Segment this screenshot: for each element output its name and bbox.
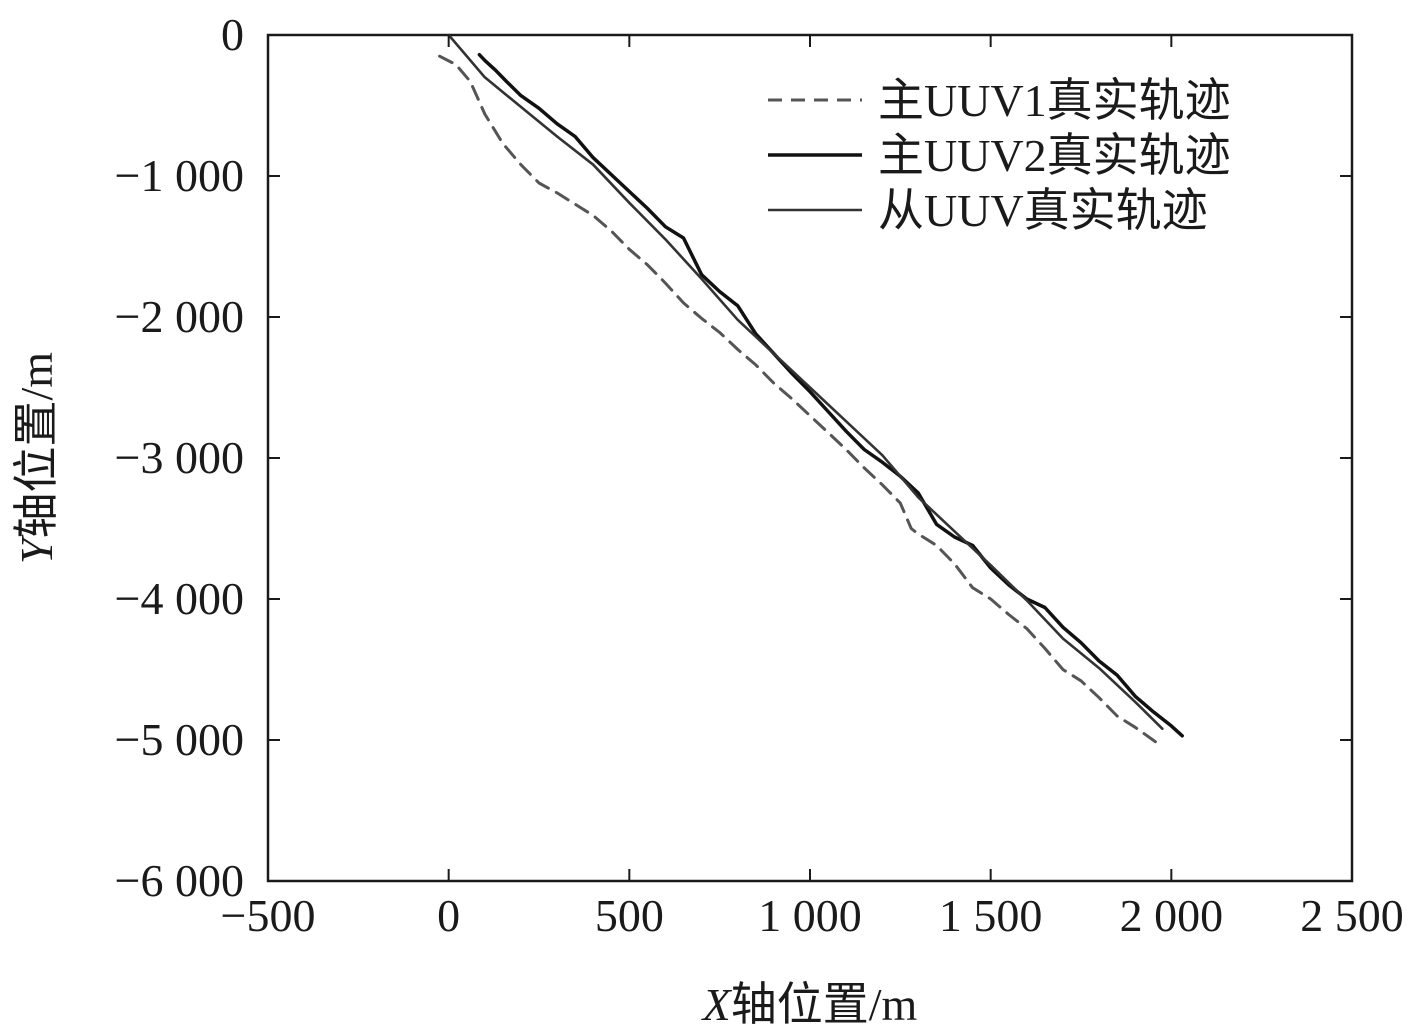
x-tick-label: 1 000 xyxy=(758,890,862,941)
series-line-3 xyxy=(447,33,1164,731)
y-axis-title-rest: 轴位置/m xyxy=(11,352,62,539)
y-tick-label: 0 xyxy=(221,9,244,60)
y-tick-label: −5 000 xyxy=(115,714,244,765)
x-tick-label: 1 500 xyxy=(939,890,1043,941)
x-tick-label: 2 500 xyxy=(1300,890,1404,941)
x-axis-title-rest: 轴位置/m xyxy=(731,979,918,1030)
y-tick-label: −6 000 xyxy=(115,855,244,906)
legend-label-2: 主UUV2真实轨迹 xyxy=(878,130,1231,181)
legend-label-1: 主UUV1真实轨迹 xyxy=(878,75,1231,126)
x-tick-label: −500 xyxy=(221,890,316,941)
x-tick-label: 500 xyxy=(595,890,664,941)
x-tick-label: 0 xyxy=(437,890,460,941)
x-tick-label: 2 000 xyxy=(1120,890,1224,941)
legend-label-3: 从UUV真实轨迹 xyxy=(878,185,1208,236)
y-tick-label: −3 000 xyxy=(115,432,244,483)
x-axis-title: X轴位置/m xyxy=(701,979,918,1030)
y-axis-title: Y轴位置/m xyxy=(11,352,62,564)
x-axis-title-italic: X xyxy=(701,979,733,1030)
tick-layer: −500 0 500 1 000 1 500 2 000 2 500 0 −1 000 −2 00… xyxy=(115,9,1404,941)
y-tick-label: −1 000 xyxy=(115,150,244,201)
y-tick-label: −4 000 xyxy=(115,573,244,624)
y-axis-title-italic: Y xyxy=(11,534,62,564)
series-line-1 xyxy=(438,54,1159,745)
y-tick-label: −2 000 xyxy=(115,291,244,342)
series-layer xyxy=(438,33,1184,745)
series-line-2 xyxy=(477,52,1184,738)
